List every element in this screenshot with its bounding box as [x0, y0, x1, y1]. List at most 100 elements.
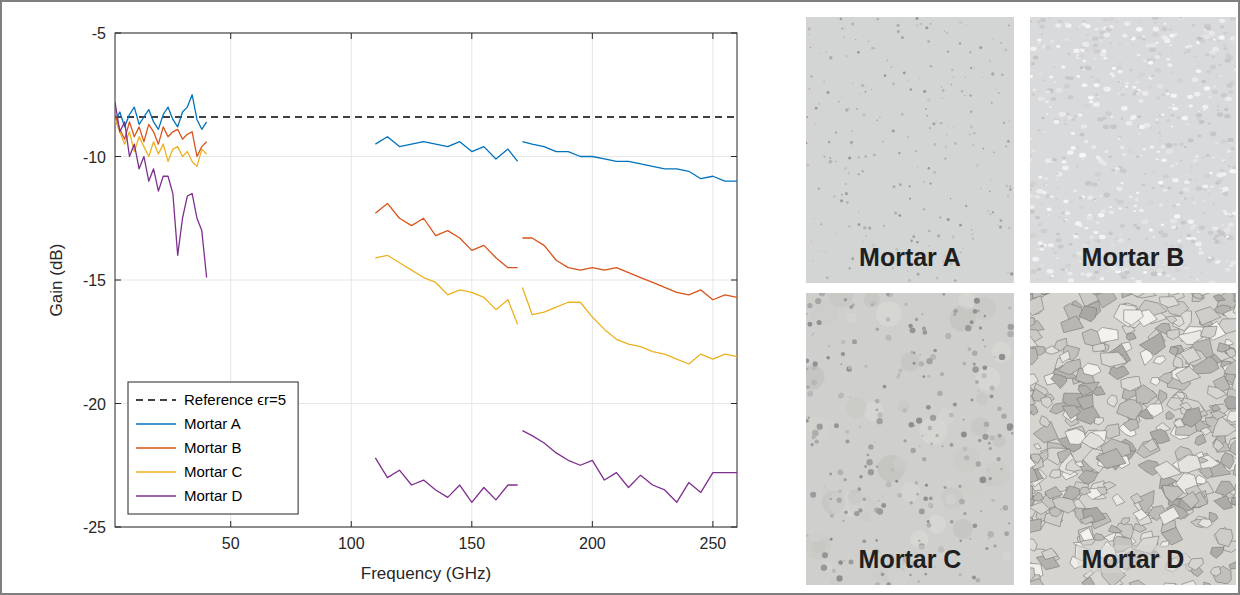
- texture-grain: [1037, 268, 1041, 271]
- texture-pore: [976, 578, 981, 583]
- x-tick: [712, 33, 713, 39]
- photos: Mortar AMortar BMortar CMortar D: [797, 16, 1240, 595]
- texture-grain: [1058, 20, 1063, 24]
- texture-pore: [846, 366, 851, 371]
- legend-label: Mortar B: [184, 439, 242, 456]
- texture-dot: [940, 122, 943, 125]
- texture-pore: [882, 495, 884, 497]
- texture-grain: [1179, 143, 1184, 146]
- texture-dot: [876, 119, 878, 121]
- texture-pore: [944, 486, 947, 489]
- texture-grain: [1225, 268, 1231, 272]
- texture-dot: [932, 122, 935, 125]
- texture-dot: [808, 27, 811, 30]
- texture-pore: [891, 468, 895, 472]
- texture-chip: [1224, 360, 1236, 375]
- texture-pore: [857, 487, 861, 491]
- texture-pore: [841, 340, 846, 345]
- texture-dot: [835, 161, 837, 163]
- texture-pore: [844, 298, 848, 302]
- texture-grain: [1044, 244, 1047, 246]
- texture-chip: [1160, 297, 1180, 308]
- texture-grain: [1152, 187, 1155, 189]
- texture-pore: [985, 547, 988, 550]
- texture-patch: [900, 482, 920, 502]
- texture-chip: [1131, 493, 1143, 503]
- texture-pore: [919, 509, 925, 515]
- texture-dot: [1003, 122, 1005, 124]
- texture-grain: [1185, 46, 1189, 49]
- texture-chip: [1181, 407, 1202, 427]
- texture-grain: [1219, 35, 1225, 39]
- texture-grain: [1159, 135, 1161, 137]
- texture-dot: [810, 47, 811, 48]
- texture-grain: [1208, 231, 1214, 235]
- texture-pore: [806, 419, 809, 422]
- texture-grain: [1040, 248, 1044, 251]
- texture-pore: [852, 339, 857, 344]
- texture-dot: [920, 23, 922, 25]
- texture-grain: [1130, 37, 1136, 41]
- texture-pore: [942, 293, 945, 296]
- y-axis-title: Gain (dB): [47, 244, 66, 317]
- texture-pore: [937, 391, 943, 397]
- texture-pore: [903, 439, 906, 442]
- texture-dot: [808, 34, 809, 35]
- texture-dot: [859, 93, 860, 94]
- texture-chip: [1041, 397, 1053, 408]
- texture-dot: [970, 110, 973, 113]
- y-grid-line: [115, 156, 737, 157]
- y-tick: [731, 403, 737, 404]
- texture-grain: [1161, 27, 1167, 31]
- texture-dot: [934, 143, 937, 146]
- texture-dot: [927, 40, 930, 43]
- texture-chip: [1030, 395, 1035, 405]
- texture-chip: [1080, 487, 1091, 495]
- texture-pore: [1008, 522, 1010, 524]
- texture-pore: [918, 580, 920, 582]
- texture-grain: [1097, 117, 1103, 121]
- texture-chip: [1129, 580, 1146, 585]
- background: [0, 0, 1240, 595]
- texture-grain: [1188, 178, 1192, 181]
- texture-grain: [1104, 87, 1111, 92]
- texture-dot: [858, 156, 860, 158]
- texture-dot: [994, 214, 996, 216]
- texture-dot: [923, 208, 926, 211]
- texture-pore: [1001, 413, 1006, 418]
- y-tick: [115, 280, 121, 281]
- texture-pore: [972, 576, 976, 580]
- texture-chip: [1079, 306, 1097, 322]
- texture-grain: [1224, 108, 1228, 111]
- texture-pore: [823, 485, 825, 487]
- texture-dot: [898, 214, 901, 217]
- x-tick: [351, 521, 352, 527]
- texture-grain: [1135, 81, 1139, 84]
- texture-grain: [1209, 31, 1215, 35]
- texture-pore: [942, 445, 944, 447]
- texture-pore: [989, 477, 992, 480]
- texture-grain: [1158, 230, 1164, 234]
- texture-grain: [1122, 88, 1124, 89]
- texture-pore: [837, 469, 843, 475]
- texture-grain: [1197, 37, 1203, 41]
- texture-grain: [1225, 105, 1227, 106]
- texture-grain: [1152, 170, 1157, 174]
- texture-grain: [1078, 113, 1083, 117]
- texture-grain: [1171, 125, 1174, 127]
- texture-grain: [1182, 116, 1188, 120]
- texture-dot: [829, 157, 831, 159]
- texture-pore: [922, 457, 926, 461]
- texture-grain: [1222, 224, 1224, 226]
- texture-pore: [923, 496, 928, 501]
- texture-grain: [1030, 140, 1033, 143]
- texture-grain: [1036, 279, 1039, 281]
- texture-dot: [877, 18, 879, 20]
- texture-grain: [1129, 202, 1131, 203]
- texture-grain: [1113, 198, 1118, 201]
- legend-swatch: [136, 423, 176, 424]
- texture-pore: [967, 347, 971, 351]
- x-tick-label: 150: [458, 535, 485, 552]
- texture-grain: [1064, 123, 1067, 125]
- texture-pore: [849, 396, 851, 398]
